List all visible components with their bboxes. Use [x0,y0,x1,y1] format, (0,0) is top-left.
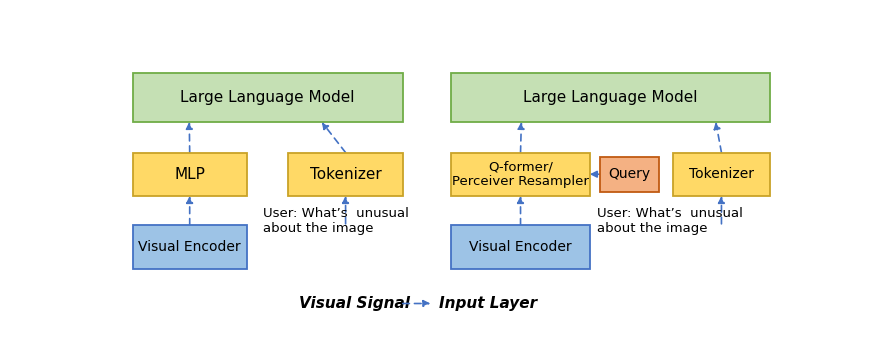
FancyBboxPatch shape [451,73,770,122]
Text: Q-former/
Perceiver Resampler: Q-former/ Perceiver Resampler [452,160,589,188]
Text: User: What’s  unusual
about the image: User: What’s unusual about the image [597,207,743,235]
FancyBboxPatch shape [132,152,247,196]
FancyBboxPatch shape [600,157,659,192]
Text: Large Language Model: Large Language Model [523,90,698,105]
Text: Tokenizer: Tokenizer [689,167,754,181]
FancyBboxPatch shape [289,152,402,196]
Text: Query: Query [609,167,651,181]
FancyBboxPatch shape [132,225,247,269]
Text: User: What’s  unusual
about the image: User: What’s unusual about the image [263,207,409,235]
Text: Visual Signal: Visual Signal [299,296,409,311]
FancyBboxPatch shape [673,152,770,196]
Text: Input Layer: Input Layer [439,296,537,311]
Text: Large Language Model: Large Language Model [181,90,355,105]
Text: Visual Encoder: Visual Encoder [139,240,241,254]
Text: MLP: MLP [174,167,205,182]
FancyBboxPatch shape [132,73,402,122]
FancyBboxPatch shape [451,152,590,196]
FancyBboxPatch shape [451,225,590,269]
Text: Visual Encoder: Visual Encoder [469,240,572,254]
Text: Tokenizer: Tokenizer [309,167,382,182]
